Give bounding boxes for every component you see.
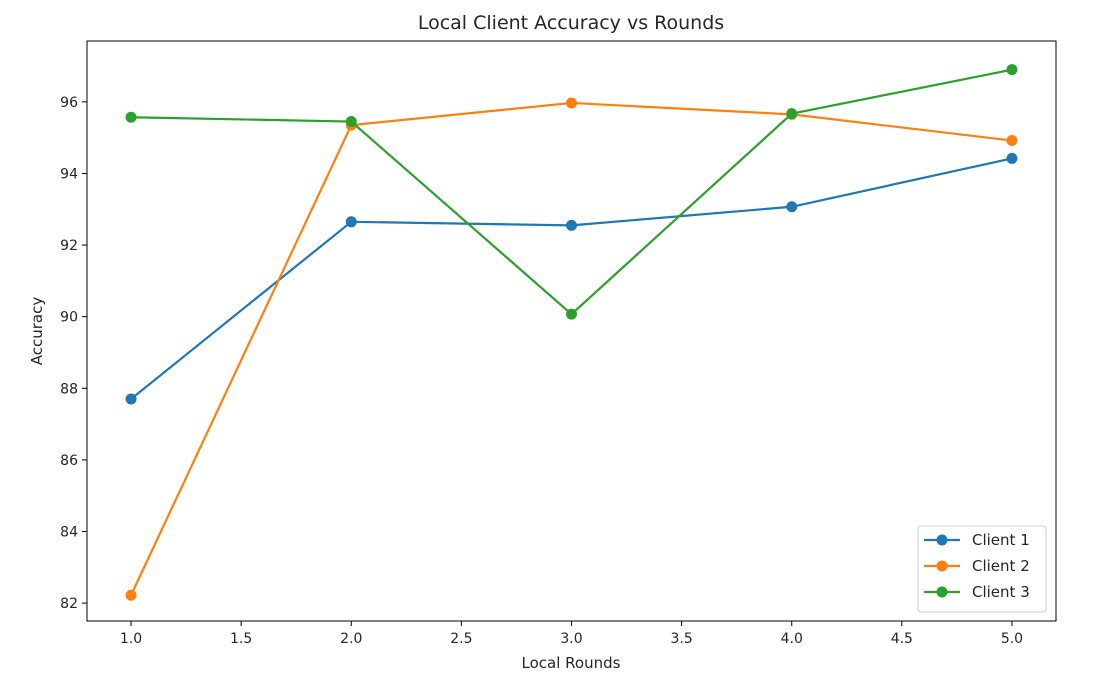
x-tick-label: 2.0 xyxy=(340,631,362,647)
legend-marker xyxy=(936,534,948,546)
data-point xyxy=(566,308,577,320)
legend-box xyxy=(917,525,1047,613)
data-point xyxy=(125,393,137,405)
legend-item: Client 3 xyxy=(924,583,1030,601)
y-tick-label: 92 xyxy=(60,238,78,254)
series-2 xyxy=(125,97,1018,601)
series-layer xyxy=(125,64,1018,601)
legend-marker xyxy=(936,560,948,572)
x-tick-label: 5.0 xyxy=(1001,631,1023,647)
legend: Client 1 Client 2 Client 3 xyxy=(917,525,1047,613)
data-point xyxy=(1006,64,1018,76)
y-tick-label: 86 xyxy=(60,453,78,469)
data-point xyxy=(345,216,357,228)
x-tick-label: 2.5 xyxy=(450,631,472,647)
x-tick-label: 4.0 xyxy=(781,631,803,647)
y-tick-label: 90 xyxy=(60,310,78,326)
legend-label: Client 1 xyxy=(972,531,1030,549)
chart-title: Local Client Accuracy vs Rounds xyxy=(418,12,724,34)
y-tick-label: 84 xyxy=(60,524,78,540)
y-tick-label: 82 xyxy=(60,596,78,612)
data-point xyxy=(786,108,798,120)
data-point xyxy=(786,201,798,213)
legend-item: Client 2 xyxy=(924,557,1030,575)
legend-marker xyxy=(936,586,948,598)
data-point xyxy=(125,589,137,601)
data-point xyxy=(125,111,137,123)
x-tick-label: 4.5 xyxy=(891,631,913,647)
data-point xyxy=(566,97,577,109)
x-tick-label: 3.5 xyxy=(670,631,692,647)
data-point xyxy=(1006,135,1018,147)
legend-item: Client 1 xyxy=(924,531,1030,549)
series-line xyxy=(130,157,1013,400)
x-tick-label: 1.5 xyxy=(230,631,252,647)
series-1 xyxy=(125,152,1018,405)
x-tick-label: 1.0 xyxy=(120,631,142,647)
series-3 xyxy=(125,64,1018,320)
series-line xyxy=(130,101,1013,596)
x-axis-label: Local Rounds xyxy=(522,654,621,672)
data-point xyxy=(345,116,357,128)
y-axis: 82 84 86 88 90 92 94 96 xyxy=(60,95,87,612)
y-axis-label: Accuracy xyxy=(28,297,46,366)
y-tick-label: 88 xyxy=(60,381,78,397)
data-point xyxy=(1006,152,1018,164)
legend-label: Client 3 xyxy=(972,583,1030,601)
data-point xyxy=(566,219,577,231)
x-axis: 1.0 1.5 2.0 2.5 3.0 3.5 4.0 4.5 5.0 xyxy=(120,621,1023,647)
y-tick-label: 96 xyxy=(60,95,78,111)
y-tick-label: 94 xyxy=(60,166,78,182)
legend-label: Client 2 xyxy=(972,557,1030,575)
x-tick-label: 3.0 xyxy=(560,631,582,647)
